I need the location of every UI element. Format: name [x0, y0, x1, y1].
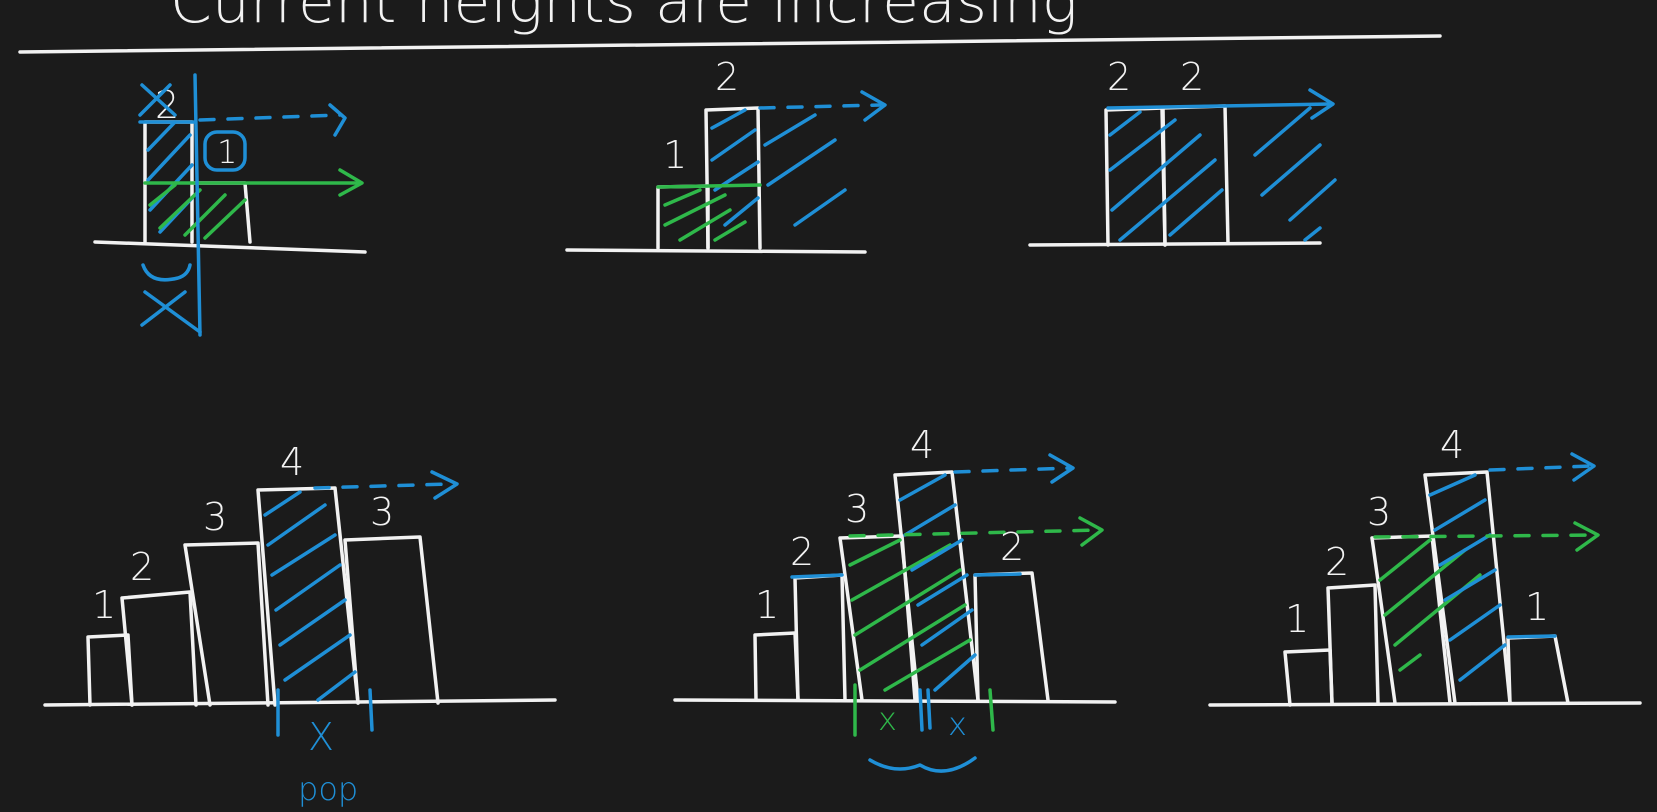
blue-arrowhead: [860, 90, 887, 122]
blue-brace: [141, 263, 192, 282]
bar-label-4: 4: [280, 440, 304, 484]
green-x-mark: x: [878, 700, 897, 738]
cross-mark-top: [138, 83, 177, 117]
bar-height-3: [1370, 534, 1452, 705]
blue-hatch: [146, 120, 194, 234]
circled-label: 1: [217, 133, 237, 171]
baseline: [565, 248, 867, 254]
blue-arrowhead: [1048, 453, 1075, 484]
blue-arrowhead: [430, 470, 459, 500]
blue-dotted-arrow: [198, 113, 342, 122]
pop-mark: X: [308, 715, 334, 759]
green-hatch: [148, 183, 247, 240]
bar-label-3: 3: [203, 495, 227, 539]
panel-6: 1 2 3 4 1: [1208, 423, 1642, 707]
blue-dotted-arrow: [758, 103, 882, 110]
blue-tick-marks: [918, 688, 932, 732]
bar-height-2: [1326, 583, 1380, 705]
baseline: [93, 240, 367, 254]
blue-dotted-arrow: [1488, 464, 1592, 472]
blue-tick-marks: [276, 688, 374, 737]
circle-mark: [203, 130, 247, 172]
green-arrowhead: [1573, 521, 1600, 552]
bar-height-2: [793, 573, 847, 702]
green-dotted-arrow: [1373, 533, 1597, 539]
blue-dotted-arrow: [313, 482, 452, 490]
bar-label-1: 1: [663, 133, 687, 177]
bar-height-2-b: [973, 571, 1050, 702]
blue-x-mark: x: [948, 705, 967, 743]
bar-height-1: [190, 181, 252, 244]
green-hatch: [1378, 538, 1482, 672]
blue-arrowhead: [1308, 88, 1335, 120]
bar-height-4: [893, 470, 980, 702]
baseline: [1208, 701, 1642, 707]
title: Current heights are increasing: [170, 0, 1078, 37]
panel-1: 2 1: [93, 73, 367, 337]
blue-hatch: [1428, 473, 1507, 682]
bar-label-1: 1: [92, 583, 116, 627]
blue-hatch-extended: [1253, 106, 1337, 242]
bar-height-4: [1423, 470, 1512, 705]
blue-hatch: [263, 490, 357, 702]
bar-height-3-b: [343, 535, 440, 705]
bar-label-1: 1: [1285, 597, 1309, 641]
green-line: [656, 183, 762, 189]
panel-5: 1 2 3 4 2 x x: [673, 423, 1117, 773]
green-hatch: [848, 538, 972, 692]
green-tick-marks: [853, 683, 995, 737]
green-hatch: [663, 188, 747, 242]
bar-label-3: 3: [1367, 490, 1391, 534]
green-arrowhead: [1078, 516, 1104, 547]
bar-label-3-b: 3: [370, 490, 394, 534]
bar-label-3: 3: [845, 487, 869, 531]
bar-label-2: 2: [715, 55, 739, 99]
bar-label-1-b: 1: [1525, 585, 1549, 629]
blue-arrowhead: [328, 103, 347, 137]
title-underline: [18, 34, 1442, 54]
baseline: [673, 698, 1117, 704]
bar-height-3: [183, 541, 270, 707]
bar-height-4: [256, 486, 360, 707]
baseline: [1028, 241, 1322, 247]
blue-arrow: [1106, 102, 1332, 110]
panel-4: 1 2 3 4 3 X pop: [43, 440, 557, 808]
blue-dotted-arrow: [953, 466, 1072, 474]
bar-height-1-b: [1506, 634, 1570, 705]
blue-top-marks: [790, 572, 1022, 579]
blue-arrowhead: [1570, 452, 1596, 482]
cross-mark-bottom: [140, 290, 202, 334]
pop-label: pop: [298, 770, 358, 808]
blue-divider: [193, 73, 202, 337]
bar-label-2: 2: [1325, 540, 1349, 584]
bar-height-1: [1283, 648, 1334, 707]
bar-label-b: 2: [1180, 55, 1204, 99]
bar-label-1: 1: [755, 583, 779, 627]
bar-height-2: [120, 590, 198, 707]
blue-hatch-extended: [763, 113, 847, 227]
bar-label-2: 2: [130, 545, 154, 589]
bar-label-4: 4: [910, 423, 934, 467]
bar-label-4: 4: [1440, 423, 1464, 467]
blue-hatch: [1108, 110, 1224, 242]
panel-3: 2 2: [1028, 55, 1337, 247]
green-arrowhead: [338, 168, 364, 197]
bar-height-2: [704, 106, 762, 250]
blue-brace: [868, 756, 977, 773]
baseline: [43, 698, 557, 707]
bar-height-1: [753, 631, 800, 702]
bar-label-2: 2: [790, 530, 814, 574]
blue-hatch: [710, 108, 760, 227]
blue-top-mark: [1506, 634, 1557, 639]
bar-label-2-b: 2: [1000, 525, 1024, 569]
bar-label-a: 2: [1107, 55, 1131, 99]
green-dotted-arrow: [848, 528, 1102, 538]
panel-2: 1 2: [565, 55, 887, 254]
blue-hatch: [898, 473, 977, 692]
bar-height-2-a: [1104, 106, 1167, 247]
